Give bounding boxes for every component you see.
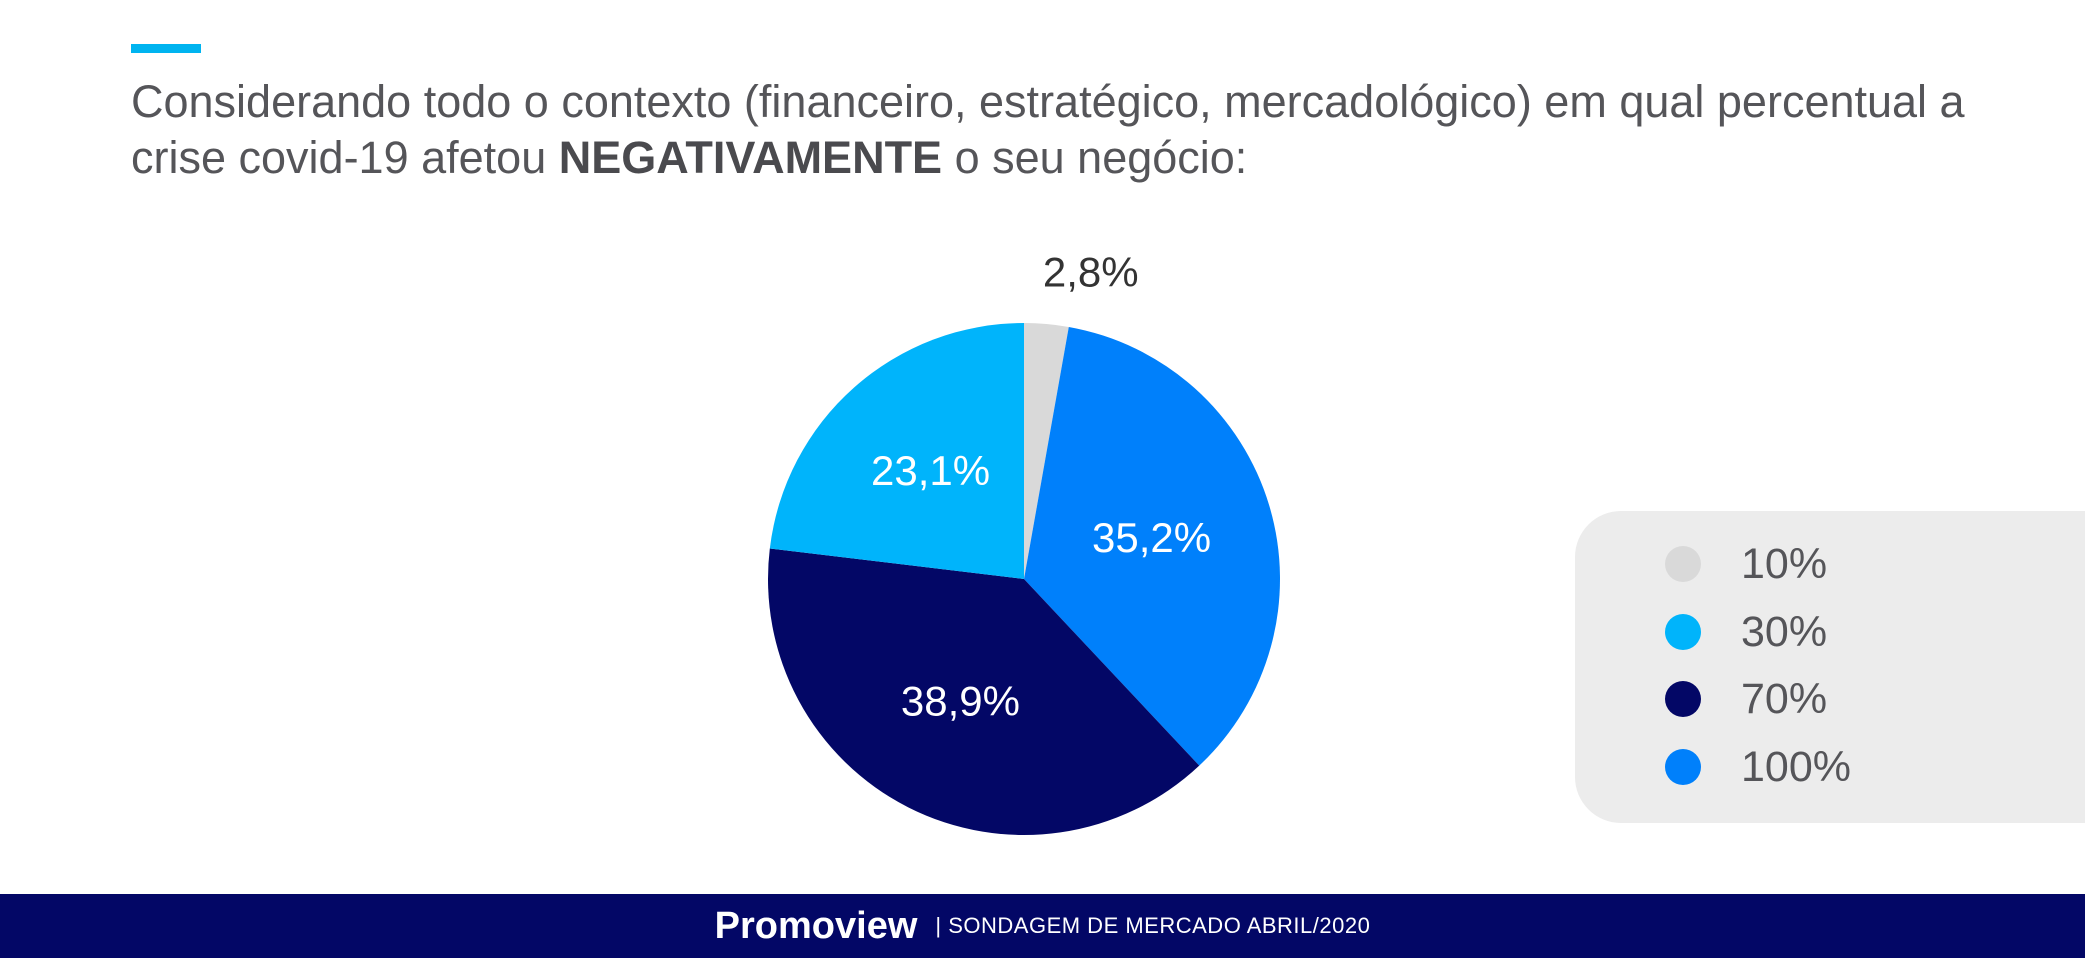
legend-label: 30% — [1741, 607, 1828, 656]
legend: 10% 30% 70% 100% — [1575, 511, 2085, 823]
footer-bar: Promoview | SONDAGEM DE MERCADO ABRIL/20… — [0, 894, 2085, 958]
title-accent-bar — [131, 44, 201, 53]
legend-swatch — [1665, 681, 1701, 717]
legend-item-70pct: 70% — [1665, 674, 1827, 724]
legend-item-100pct: 100% — [1665, 742, 1851, 792]
legend-label: 100% — [1741, 742, 1851, 791]
pie-data-labels: 2,8% 35,2% 38,9% 23,1% — [871, 249, 1211, 725]
legend-label: 10% — [1741, 539, 1828, 588]
brand-logo-text: Promoview — [714, 904, 918, 947]
pie-data-label-10pct: 2,8% — [1043, 249, 1139, 296]
pie-slice-100pct — [1024, 326, 1280, 766]
pie-slice-70pct — [768, 548, 1200, 835]
pie-data-label-30pct: 23,1% — [871, 447, 990, 494]
legend-swatch — [1665, 749, 1701, 785]
legend-item-10pct: 10% — [1665, 539, 1827, 589]
legend-item-30pct: 30% — [1665, 607, 1827, 657]
pie-data-label-70pct: 38,9% — [901, 678, 1020, 725]
title-emphasis: NEGATIVAMENTE — [558, 132, 943, 183]
chart-title: Considerando todo o contexto (financeiro… — [131, 74, 2031, 186]
pie-slice-30pct — [769, 323, 1024, 579]
pie-slice-10pct — [1024, 323, 1069, 579]
title-text-end: o seu negócio: — [942, 132, 1248, 183]
pie-slices — [768, 323, 1280, 835]
pie-data-label-100pct: 35,2% — [1092, 514, 1211, 561]
footer-subtitle: | SONDAGEM DE MERCADO ABRIL/2020 — [935, 913, 1371, 938]
title-text-start: Considerando todo o contexto (financeiro… — [131, 76, 1965, 183]
legend-label: 70% — [1741, 674, 1828, 723]
legend-swatch — [1665, 614, 1701, 650]
legend-swatch — [1665, 546, 1701, 582]
